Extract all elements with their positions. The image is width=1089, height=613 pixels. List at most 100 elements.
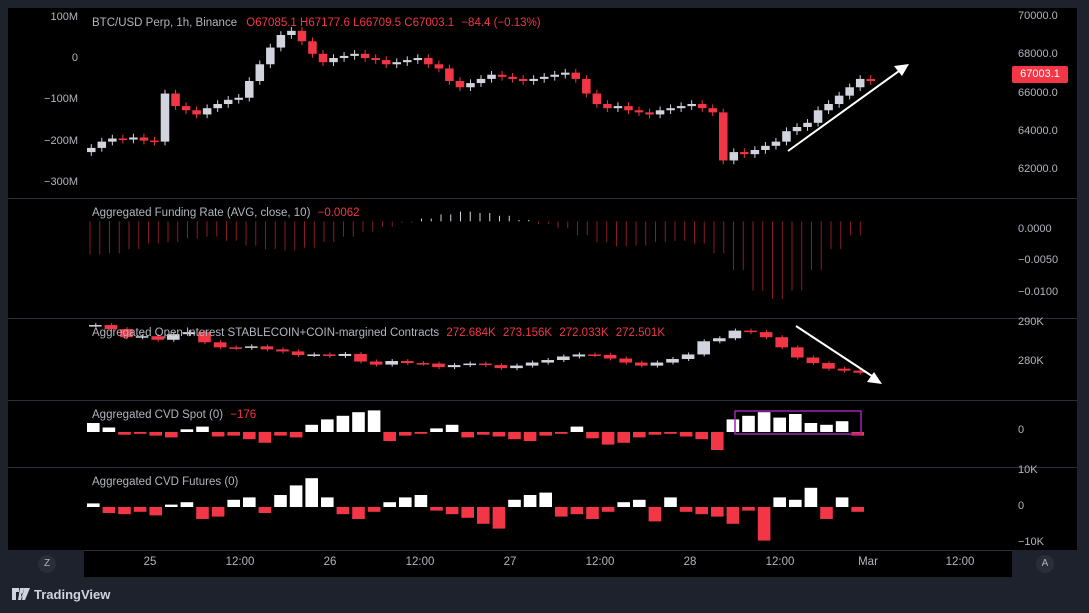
- time-tick: 25: [143, 556, 157, 568]
- cvd-futures-bar: [695, 507, 708, 515]
- price-axis-label: 62000.0: [1018, 163, 1058, 175]
- time-axis[interactable]: [84, 550, 1012, 577]
- pane-separator[interactable]: [8, 400, 1077, 401]
- oi-candle: [791, 347, 804, 358]
- tradingview-logo[interactable]: TradingView: [12, 587, 110, 603]
- price-candle: [771, 141, 781, 146]
- price-candle: [676, 106, 686, 109]
- cvd-futures-bar: [804, 487, 818, 507]
- cvd-spot-bar: [617, 432, 630, 443]
- pane-separator[interactable]: [8, 467, 1077, 468]
- cvd-spot-axis-label: 0: [1018, 424, 1025, 436]
- oi-candle: [572, 354, 586, 357]
- cvd-futures-bar: [133, 507, 147, 512]
- cvd-spot-bar: [243, 432, 256, 440]
- cvd-spot-bar: [414, 432, 428, 434]
- auto-scale-button[interactable]: A: [1036, 555, 1054, 573]
- cvd-futures-bar: [726, 507, 740, 524]
- oi-candle: [541, 360, 554, 363]
- cvd-futures-bar: [601, 507, 615, 512]
- cvd-futures-bar: [679, 507, 693, 512]
- cvd-spot-bar: [321, 419, 334, 432]
- price-candle: [339, 55, 349, 58]
- price-candle: [834, 95, 844, 104]
- cvd-spot-bar: [492, 432, 506, 437]
- cvd-spot-bar: [461, 432, 474, 438]
- price-candle: [455, 81, 465, 88]
- right-axis[interactable]: [1012, 8, 1077, 550]
- oi-candle: [369, 361, 383, 365]
- oi-candle: [167, 334, 180, 340]
- oi-candle: [182, 332, 196, 335]
- oi-candle: [198, 332, 211, 343]
- price-candle: [445, 68, 454, 81]
- cvd-futures-title[interactable]: Aggregated CVD Futures (0): [92, 476, 239, 488]
- cvd-futures-bar: [196, 507, 209, 519]
- price-candle: [360, 53, 370, 58]
- time-tick: 27: [503, 556, 517, 568]
- price-candle: [582, 78, 591, 94]
- oi-candle: [728, 330, 742, 339]
- cvd-futures-bar: [757, 507, 771, 541]
- cvd-spot-bar: [133, 432, 147, 434]
- pane-separator[interactable]: [8, 318, 1077, 319]
- price-candle: [234, 97, 243, 100]
- oi-candle: [245, 346, 258, 348]
- ohlc-close: C67003.1: [404, 17, 455, 29]
- price-candle: [613, 106, 623, 109]
- oi-candle: [354, 353, 367, 362]
- price-candle: [866, 78, 875, 81]
- oi-value-low: 272.033K: [559, 327, 609, 339]
- price-candle: [350, 53, 359, 56]
- oi-candle: [510, 365, 523, 369]
- zoom-button[interactable]: Z: [38, 555, 56, 573]
- oi-candle: [837, 368, 851, 371]
- cvd-spot-bar: [679, 432, 693, 437]
- cvd-spot-bar: [367, 410, 381, 432]
- price-candle: [813, 110, 823, 123]
- price-candle: [297, 30, 307, 42]
- pane-separator[interactable]: [8, 198, 1077, 199]
- cvd-futures-bar: [711, 507, 724, 517]
- cvd-futures-bar: [492, 507, 506, 529]
- cvd-futures-bar: [835, 497, 849, 507]
- symbol-info[interactable]: BTC/USD Perp, 1h, Binance: [92, 17, 238, 29]
- price-candle: [213, 104, 222, 109]
- cvd-futures-bar: [258, 507, 272, 513]
- time-tick: 28: [683, 556, 697, 568]
- cvd-futures-axis-label: 10K: [1018, 464, 1038, 476]
- price-candle: [539, 76, 549, 79]
- price-candle: [413, 58, 423, 61]
- price-candle: [392, 62, 401, 65]
- left-axis: [8, 8, 84, 550]
- oi-title[interactable]: Aggregated Open Interest STABLECOIN+COIN…: [92, 327, 440, 339]
- funding-value: −0.0062: [317, 207, 360, 219]
- price-candle: [139, 137, 149, 141]
- cvd-futures-bar: [477, 507, 490, 524]
- price-candle: [855, 78, 865, 88]
- price-candle: [434, 64, 444, 69]
- cvd-futures-bar: [555, 507, 568, 517]
- cvd-futures-bar: [820, 507, 833, 519]
- price-candle: [118, 138, 128, 140]
- price-candle: [318, 53, 328, 63]
- price-candle: [87, 147, 96, 153]
- price-candle: [697, 104, 707, 109]
- oi-candle: [853, 370, 866, 373]
- price-candle: [223, 99, 233, 104]
- cvd-spot-bar: [477, 432, 490, 435]
- cvd-futures-bar: [508, 499, 521, 507]
- trend-arrow-down-head: [867, 372, 882, 384]
- price-candle: [497, 74, 507, 77]
- oi-candle: [151, 336, 164, 340]
- cvd-futures-bar: [180, 502, 194, 507]
- time-tick: 26: [323, 556, 337, 568]
- plot-area[interactable]: [84, 8, 1012, 550]
- cvd-futures-bar: [352, 507, 365, 519]
- ohlc-open: O67085.1: [246, 17, 297, 29]
- oi-candle: [276, 349, 289, 352]
- cvd-spot-title[interactable]: Aggregated CVD Spot (0): [92, 409, 224, 421]
- price-candle: [150, 140, 159, 143]
- price-candle: [750, 150, 760, 155]
- funding-title[interactable]: Aggregated Funding Rate (AVG, close, 10): [92, 207, 311, 219]
